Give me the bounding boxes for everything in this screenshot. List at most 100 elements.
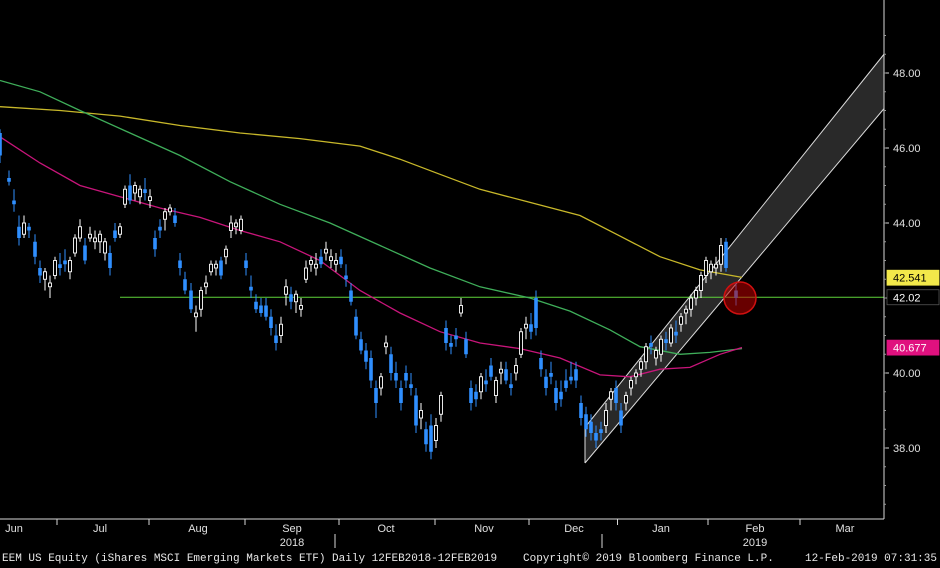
candle-body-down bbox=[449, 343, 453, 347]
candle-body-down bbox=[504, 369, 508, 381]
candle-body-up bbox=[689, 297, 693, 310]
candle-body-up bbox=[624, 395, 628, 404]
candle-body-down bbox=[724, 241, 728, 268]
x-tick-label: Oct bbox=[377, 523, 394, 535]
candle-body-down bbox=[38, 268, 42, 276]
candle-body-up bbox=[719, 245, 723, 265]
candle-body-down bbox=[389, 354, 393, 373]
candle-body-down bbox=[264, 305, 268, 317]
candle-body-up bbox=[239, 218, 243, 231]
candle-body-down bbox=[153, 238, 157, 250]
candle-body-down bbox=[173, 215, 177, 223]
x-axis-ticks: Jun Jul Aug Sep Oct Nov Dec Jan Feb Mar 2018 2019 bbox=[5, 519, 855, 549]
candle-body-up bbox=[118, 226, 122, 235]
y-tick-label: 48.00 bbox=[893, 68, 921, 80]
candle-body-up bbox=[694, 290, 698, 299]
candle-body-up bbox=[304, 267, 308, 280]
y-tick-label: 44.00 bbox=[893, 218, 921, 230]
candle-body-up bbox=[214, 263, 218, 269]
candle-body-up bbox=[524, 323, 528, 329]
candle-body-down bbox=[454, 335, 458, 340]
candle-body-up bbox=[284, 286, 288, 295]
candle-body-up bbox=[609, 391, 613, 400]
candle-body-down bbox=[579, 403, 583, 418]
candle-body-up bbox=[714, 263, 718, 269]
x-tick-label: Sep bbox=[282, 523, 302, 535]
candle-body-up bbox=[224, 248, 228, 258]
candle-body-up bbox=[168, 207, 172, 213]
candle-body-up bbox=[299, 305, 303, 310]
candle-body-down bbox=[559, 391, 563, 400]
candle-body-down bbox=[619, 410, 623, 426]
highlight-circle bbox=[723, 281, 757, 315]
candle-body-down bbox=[259, 305, 263, 313]
candle-body-down bbox=[569, 376, 573, 381]
candle-body-up bbox=[684, 308, 688, 314]
candle-body-up bbox=[93, 237, 97, 243]
candle-body-up bbox=[379, 376, 383, 389]
candle-body-down bbox=[83, 245, 87, 261]
candle-body-up bbox=[324, 248, 328, 254]
candle-body-up bbox=[639, 361, 643, 370]
candle-body-up bbox=[229, 222, 233, 231]
candle-body-down bbox=[143, 189, 147, 193]
candle-body-up bbox=[384, 342, 388, 348]
candle-body-up bbox=[98, 233, 102, 243]
candle-body-down bbox=[574, 369, 578, 381]
candle-body-down bbox=[564, 380, 568, 388]
candle-body-up bbox=[123, 188, 127, 205]
moving-average-line-3 bbox=[0, 136, 743, 378]
candle-body-down bbox=[664, 339, 668, 343]
timestamp: 12-Feb-2019 07:31:35 bbox=[804, 553, 937, 565]
candle-body-up bbox=[659, 338, 663, 355]
candle-body-up bbox=[699, 275, 703, 291]
x-tick-label: Nov bbox=[474, 523, 494, 535]
candle-body-down bbox=[359, 339, 363, 351]
channel-fill bbox=[585, 54, 884, 463]
candle-body-down bbox=[158, 226, 162, 231]
candle-body-up bbox=[88, 233, 92, 239]
candle-body-down bbox=[674, 331, 678, 336]
candle-body-down bbox=[189, 290, 193, 310]
candle-body-up bbox=[634, 372, 638, 378]
candle-body-down bbox=[364, 350, 368, 362]
candle-body-down bbox=[58, 264, 62, 268]
x-tick-label: Mar bbox=[836, 523, 855, 535]
candle-body-up bbox=[309, 260, 313, 265]
candle-body-up bbox=[604, 410, 608, 426]
candle-body-down bbox=[349, 290, 353, 302]
candle-body-down bbox=[474, 391, 478, 400]
candle-body-down bbox=[589, 421, 593, 433]
candle-body-up bbox=[234, 222, 238, 228]
candle-body-up bbox=[22, 222, 26, 235]
candle-body-down bbox=[469, 388, 473, 403]
footer-bar: EEM US Equity (iShares MSCI Emerging Mar… bbox=[0, 552, 940, 568]
candle-body-up bbox=[629, 380, 633, 389]
candle-body-up bbox=[194, 312, 198, 318]
candle-body-down bbox=[414, 395, 418, 426]
candle-body-up bbox=[279, 323, 283, 336]
candle-body-down bbox=[614, 388, 618, 403]
candle-body-down bbox=[178, 260, 182, 268]
candle-body-down bbox=[344, 275, 348, 280]
value-tag-label: 42.541 bbox=[893, 273, 927, 285]
channel-upper-line bbox=[584, 53, 885, 428]
candle-body-up bbox=[334, 260, 338, 265]
candle-body-up bbox=[43, 271, 47, 280]
candle-body-up bbox=[48, 282, 52, 288]
candlesticks bbox=[0, 129, 738, 460]
candle-body-up bbox=[294, 293, 298, 303]
candle-body-down bbox=[354, 316, 358, 336]
candle-body-down bbox=[0, 133, 2, 156]
candle-body-down bbox=[339, 256, 343, 265]
candle-body-down bbox=[649, 343, 653, 347]
highlight-circle bbox=[723, 281, 757, 315]
value-tags: 42.541 42.02 40.677 bbox=[886, 269, 940, 356]
candle-body-up bbox=[204, 282, 208, 288]
candle-body-up bbox=[133, 185, 137, 194]
candle-body-up bbox=[479, 376, 483, 393]
candle-body-down bbox=[399, 388, 403, 403]
candle-body-down bbox=[594, 433, 598, 441]
candle-body-down bbox=[599, 429, 603, 433]
